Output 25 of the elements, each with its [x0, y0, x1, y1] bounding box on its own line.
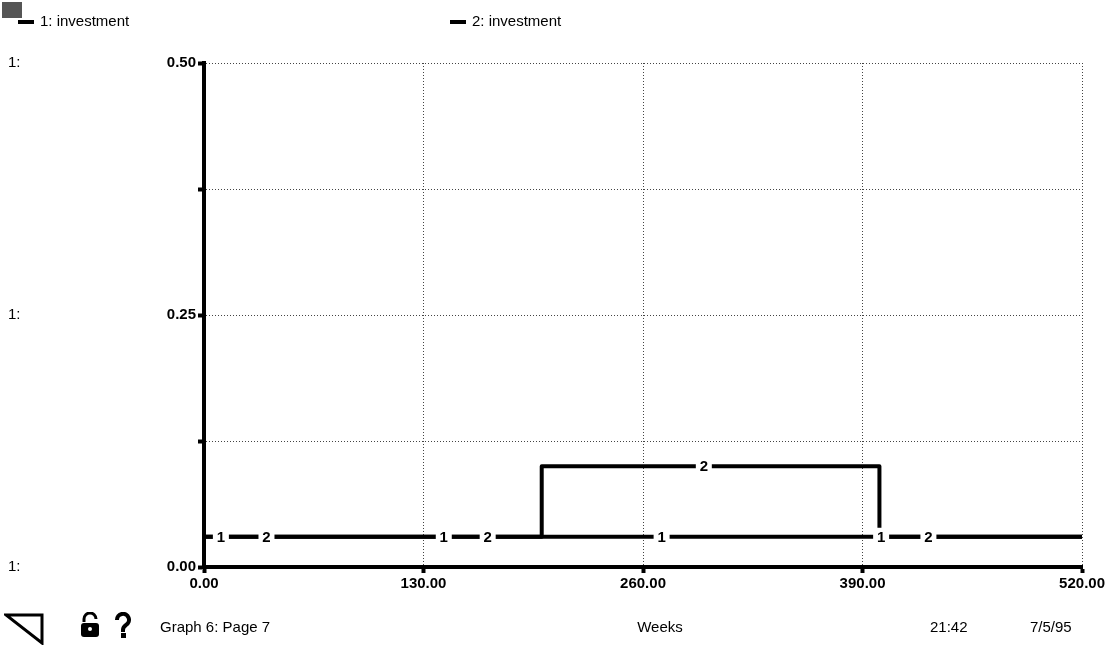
x-tick-label: 390.00	[839, 574, 886, 592]
text: 1:	[8, 557, 21, 575]
text: 7/5/95	[1030, 618, 1072, 636]
legend-label: 2: investment	[472, 12, 563, 30]
x-tick-label: 130.00	[400, 574, 447, 592]
annotation: 1	[439, 527, 448, 545]
text: 21:42	[930, 618, 968, 636]
x-tick-label: 260.00	[620, 574, 666, 592]
legend-label: 1: investment	[40, 12, 131, 30]
annotation: 1	[216, 527, 226, 545]
caption: Graph 6: Page 7	[160, 618, 271, 636]
y-tick-label: 0.50	[166, 53, 196, 71]
x-axis-title: Weeks	[637, 618, 683, 636]
annotation: 1	[657, 527, 666, 545]
x-tick-label: 0.00	[189, 574, 219, 592]
text: 1:	[8, 53, 21, 71]
annotation: 2	[262, 527, 271, 545]
annotation: 2	[924, 527, 933, 545]
text: 1:	[8, 305, 21, 323]
y-tick-label: 0.00	[166, 557, 196, 575]
x-tick-label: 520.00	[1059, 574, 1106, 592]
annotation: 1	[876, 527, 886, 545]
annotation: 2	[699, 457, 708, 475]
y-tick-label: 0.25	[166, 305, 196, 323]
annotation: 2	[483, 527, 492, 545]
